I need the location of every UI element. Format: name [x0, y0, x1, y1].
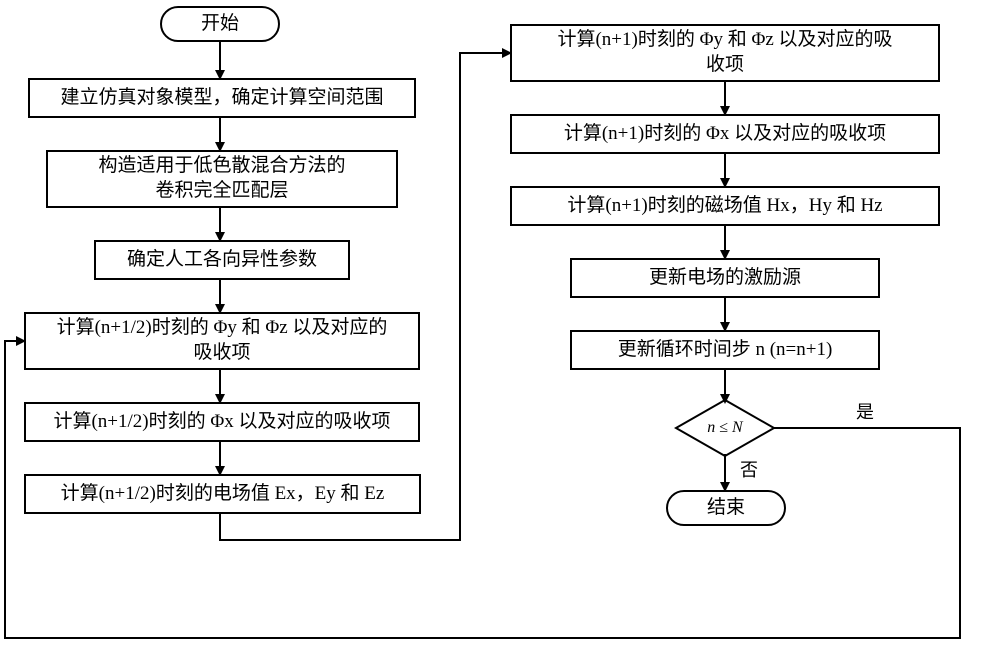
process-r4: 更新电场的激励源 [570, 258, 880, 298]
edge [220, 53, 510, 540]
process-r2: 计算(n+1)时刻的 Φx 以及对应的吸收项 [510, 114, 940, 154]
process-l2-label: 构造适用于低色散混合方法的卷积完全匹配层 [98, 154, 345, 203]
process-l5-label: 计算(n+1/2)时刻的 Φx 以及对应的吸收项 [53, 410, 390, 435]
process-r3-label: 计算(n+1)时刻的磁场值 Hx，Hy 和 Hz [567, 194, 882, 219]
process-l4-label: 计算(n+1/2)时刻的 Φy 和 Φz 以及对应的吸收项 [57, 316, 388, 365]
process-l6: 计算(n+1/2)时刻的电场值 Ex，Ey 和 Ez [24, 474, 421, 514]
start-label: 开始 [201, 12, 239, 37]
process-l4: 计算(n+1/2)时刻的 Φy 和 Φz 以及对应的吸收项 [24, 312, 420, 370]
edge-label-yes: 是 [856, 398, 874, 424]
process-l1-label: 建立仿真对象模型，确定计算空间范围 [60, 86, 383, 111]
process-l3-label: 确定人工各向异性参数 [127, 248, 317, 273]
edge-label-no: 否 [740, 456, 758, 482]
end-node: 结束 [666, 490, 786, 526]
process-r2-label: 计算(n+1)时刻的 Φx 以及对应的吸收项 [564, 122, 886, 147]
process-l5: 计算(n+1/2)时刻的 Φx 以及对应的吸收项 [24, 402, 420, 442]
process-r1-label: 计算(n+1)时刻的 Φy 和 Φz 以及对应的吸收项 [557, 28, 892, 77]
process-l1: 建立仿真对象模型，确定计算空间范围 [28, 78, 416, 118]
process-r3: 计算(n+1)时刻的磁场值 Hx，Hy 和 Hz [510, 186, 940, 226]
process-l6-label: 计算(n+1/2)时刻的电场值 Ex，Ey 和 Ez [61, 482, 385, 507]
process-r5: 更新循环时间步 n (n=n+1) [570, 330, 880, 370]
start-node: 开始 [160, 6, 280, 42]
end-label: 结束 [707, 496, 745, 521]
process-r5-label: 更新循环时间步 n (n=n+1) [618, 338, 833, 363]
decision-node [676, 400, 774, 456]
process-l3: 确定人工各向异性参数 [94, 240, 350, 280]
process-l2: 构造适用于低色散混合方法的卷积完全匹配层 [46, 150, 398, 208]
process-r4-label: 更新电场的激励源 [649, 266, 801, 291]
process-r1: 计算(n+1)时刻的 Φy 和 Φz 以及对应的吸收项 [510, 24, 940, 82]
